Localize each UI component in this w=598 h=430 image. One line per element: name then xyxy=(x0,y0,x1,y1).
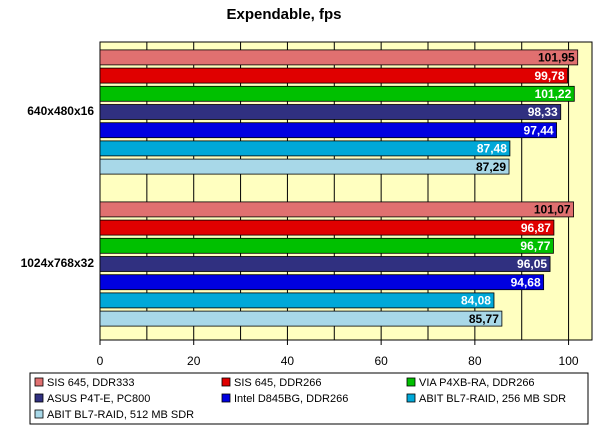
value-label: 96,05 xyxy=(517,257,547,271)
legend-label: ASUS P4T-E, PC800 xyxy=(47,393,150,405)
bar xyxy=(99,67,568,84)
bar xyxy=(99,201,574,218)
bar xyxy=(99,158,510,175)
legend-label: VIA P4XB-RA, DDR266 xyxy=(419,377,535,389)
x-tick-label: 40 xyxy=(281,354,295,368)
value-label: 96,77 xyxy=(520,239,550,253)
legend-swatch xyxy=(221,377,231,387)
legend-swatch xyxy=(221,393,231,403)
bar xyxy=(99,219,555,236)
legend-label: ABIT BL7-RAID, 512 MB SDR xyxy=(47,409,194,421)
value-label: 99,78 xyxy=(535,69,565,83)
y-tick-label: 1024x768x32 xyxy=(21,256,95,270)
value-label: 97,44 xyxy=(524,123,554,137)
value-label: 98,33 xyxy=(528,105,558,119)
x-tick-label: 60 xyxy=(374,354,388,368)
bar xyxy=(99,104,562,120)
chart-title: Expendable, fps xyxy=(226,6,341,23)
legend-swatch xyxy=(34,393,44,403)
bar xyxy=(99,237,554,254)
value-label: 101,07 xyxy=(534,203,571,217)
legend-swatch xyxy=(34,409,44,419)
bar xyxy=(99,140,511,157)
bar xyxy=(99,274,545,291)
value-label: 96,87 xyxy=(521,221,551,235)
value-label: 101,95 xyxy=(538,51,575,65)
value-label: 87,29 xyxy=(476,160,506,174)
x-tick-label: 80 xyxy=(468,354,482,368)
x-tick-label: 100 xyxy=(559,354,579,368)
legend-label: ABIT BL7-RAID, 256 MB SDR xyxy=(419,393,566,405)
x-tick-label: 0 xyxy=(97,354,104,368)
y-tick-label: 640x480x16 xyxy=(27,104,94,118)
value-label: 87,48 xyxy=(477,142,507,156)
bar xyxy=(99,85,575,102)
bar xyxy=(99,122,557,139)
legend-swatch xyxy=(406,393,416,403)
value-label: 94,68 xyxy=(511,275,541,289)
x-tick-label: 20 xyxy=(187,354,201,368)
legend-label: SIS 645, DDR333 xyxy=(47,377,134,389)
legend-swatch xyxy=(34,377,44,387)
value-label: 84,08 xyxy=(461,294,491,308)
bar xyxy=(99,256,551,272)
bar xyxy=(99,292,495,309)
legend-swatch xyxy=(406,377,416,387)
bar xyxy=(99,49,579,66)
legend-label: Intel D845BG, DDR266 xyxy=(234,393,348,405)
value-label: 101,22 xyxy=(535,87,572,101)
bar xyxy=(99,310,503,327)
legend-label: SIS 645, DDR266 xyxy=(234,377,321,389)
legend xyxy=(29,372,589,425)
value-label: 85,77 xyxy=(469,312,499,326)
